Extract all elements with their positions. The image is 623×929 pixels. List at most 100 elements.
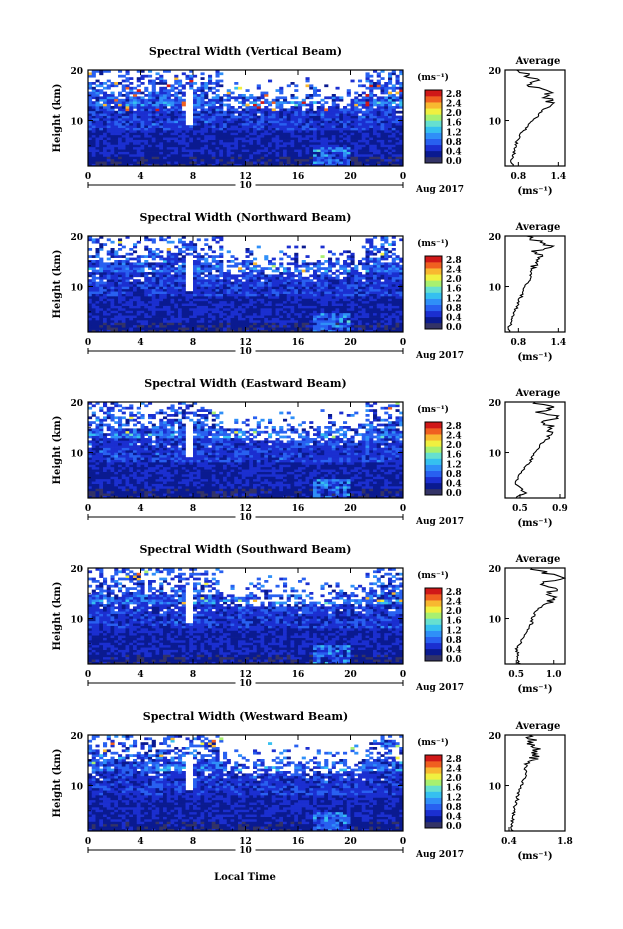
heatmap-cell <box>395 132 400 136</box>
heatmap-cell <box>309 274 314 278</box>
heatmap-cell <box>256 154 261 157</box>
heatmap-cell <box>268 296 273 299</box>
heatmap-cell <box>268 158 273 162</box>
heatmap-cell <box>346 320 351 323</box>
heatmap-cell <box>346 108 351 112</box>
heatmap-cell <box>204 101 209 104</box>
heatmap-cell <box>275 274 280 278</box>
heatmap-cell <box>121 245 126 249</box>
heatmap-cell <box>346 327 351 330</box>
heatmap-cell <box>339 327 344 330</box>
heatmap-cell <box>290 139 295 143</box>
heatmap-cell <box>279 296 284 299</box>
heatmap-cell <box>271 264 276 268</box>
heatmap-cell <box>170 324 175 328</box>
heatmap-cell <box>256 86 261 90</box>
heatmap-cell <box>290 288 295 292</box>
heatmap-cell <box>208 142 213 145</box>
heatmap-cell <box>219 310 224 314</box>
heatmap-cell <box>294 315 299 318</box>
heatmap-cell <box>118 303 123 306</box>
heatmap-cell <box>196 122 201 126</box>
heatmap-cell <box>155 312 160 316</box>
heatmap-cell <box>275 279 280 282</box>
heatmap-cell <box>215 144 220 148</box>
heatmap-cell <box>200 149 205 152</box>
heatmap-cell <box>361 118 366 121</box>
heatmap-cell <box>118 248 123 251</box>
heatmap-cell <box>208 300 213 304</box>
heatmap-cell <box>271 142 276 145</box>
heatmap-cell <box>121 300 126 304</box>
heatmap-cell <box>298 274 303 278</box>
heatmap-cell <box>249 315 254 318</box>
heatmap-cell <box>95 288 100 292</box>
heatmap-cell <box>264 146 269 150</box>
heatmap-cell <box>170 132 175 136</box>
heatmap-cell <box>365 269 370 273</box>
heatmap-cell <box>346 274 351 278</box>
heatmap-cell <box>170 267 175 270</box>
colorbar-segment <box>425 126 442 133</box>
heatmap-cell <box>148 300 153 304</box>
heatmap-cell <box>328 279 333 282</box>
heatmap-cell <box>166 132 171 136</box>
heatmap-cell <box>350 257 355 261</box>
heatmap-cell <box>373 154 378 157</box>
heatmap-cell <box>316 286 321 290</box>
heatmap-cell <box>376 154 381 157</box>
heatmap-cell <box>234 146 239 150</box>
colorbar-segment <box>425 132 442 139</box>
heatmap-cell <box>264 276 269 280</box>
heatmap-cell <box>125 98 130 102</box>
heatmap-cell <box>361 98 366 102</box>
heatmap-cell <box>249 106 254 109</box>
heatmap-cell <box>268 103 273 107</box>
heatmap-cell <box>193 300 198 304</box>
heatmap-cell <box>174 139 179 143</box>
heatmap-cell <box>155 134 160 138</box>
heatmap-cell <box>103 125 108 128</box>
heatmap-cell <box>178 276 183 280</box>
heatmap-cell <box>384 161 389 164</box>
heatmap-cell <box>298 310 303 314</box>
heatmap-cell <box>234 108 239 112</box>
heatmap-cell <box>174 262 179 266</box>
heatmap-cell <box>399 94 404 97</box>
heatmap-cell <box>339 122 344 126</box>
heatmap-cell <box>133 144 138 148</box>
heatmap-cell <box>354 281 359 285</box>
heatmap-cell <box>249 308 254 311</box>
heatmap-cell <box>181 137 186 140</box>
heatmap-cell <box>283 161 288 164</box>
heatmap-cell <box>129 134 134 138</box>
heatmap-cell <box>294 279 299 282</box>
heatmap-cell <box>238 120 243 124</box>
heatmap-cell <box>335 144 340 148</box>
heatmap-cell <box>159 134 164 138</box>
heatmap-cell <box>294 125 299 128</box>
heatmap-cell <box>271 161 276 164</box>
heatmap-cell <box>395 144 400 148</box>
heatmap-cell <box>238 137 243 140</box>
heatmap-cell <box>279 279 284 282</box>
heatmap-cell <box>215 82 220 85</box>
heatmap-cell <box>305 144 310 148</box>
heatmap-cell <box>373 130 378 133</box>
heatmap-cell <box>200 154 205 157</box>
heatmap-cell <box>159 255 164 258</box>
heatmap-cell <box>395 134 400 138</box>
heatmap-cell <box>140 158 145 162</box>
heatmap-cell <box>226 89 231 92</box>
heatmap-cell <box>155 144 160 148</box>
heatmap-cell <box>294 305 299 309</box>
heatmap-cell <box>365 279 370 282</box>
heatmap-cell <box>151 142 156 145</box>
heatmap-cell <box>144 142 149 145</box>
heatmap-cell <box>91 288 96 292</box>
heatmap-cell <box>358 132 363 136</box>
heatmap-cell <box>365 156 370 160</box>
heatmap-cell <box>189 300 194 304</box>
heatmap-cell <box>215 98 220 102</box>
heatmap-cell <box>106 312 111 316</box>
